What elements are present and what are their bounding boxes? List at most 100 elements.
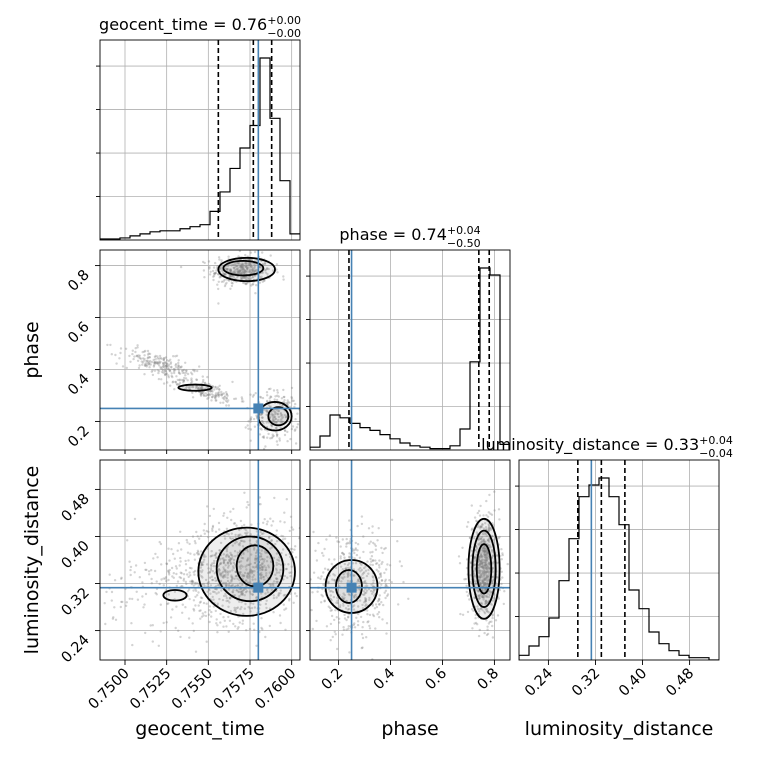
- sample-point: [223, 396, 226, 399]
- sample-point: [175, 382, 178, 386]
- sample-point: [181, 611, 184, 614]
- sample-point: [211, 524, 215, 528]
- sample-point: [495, 553, 499, 557]
- sample-point: [222, 514, 225, 517]
- sample-point: [486, 632, 490, 636]
- sample-point: [383, 591, 386, 594]
- sample-point: [199, 600, 202, 603]
- sample-point: [400, 564, 403, 568]
- sample-point: [381, 618, 384, 621]
- sample-point: [214, 385, 217, 389]
- sample-point: [200, 391, 204, 395]
- sample-point: [245, 265, 248, 268]
- sample-point: [264, 568, 268, 572]
- sample-point: [243, 607, 246, 610]
- sample-point: [480, 555, 483, 558]
- sample-point: [366, 560, 369, 563]
- sample-point: [229, 510, 232, 513]
- sample-point: [283, 414, 286, 417]
- sample-point: [261, 562, 264, 565]
- sample-point: [353, 574, 356, 577]
- sample-point: [245, 269, 249, 272]
- sample-point: [267, 432, 270, 436]
- sample-point: [224, 283, 227, 286]
- sample-point: [221, 604, 224, 607]
- sample-point: [352, 549, 355, 552]
- sample-point: [483, 559, 487, 562]
- sample-point: [483, 547, 487, 551]
- sample-point: [482, 540, 486, 543]
- sample-point: [261, 435, 265, 439]
- sample-point: [238, 621, 241, 624]
- sample-point: [275, 398, 279, 402]
- sample-point: [288, 599, 291, 602]
- sample-point: [474, 613, 477, 617]
- sample-point: [241, 622, 244, 625]
- sample-point: [144, 631, 147, 635]
- x-tick-label: 0.7600: [252, 666, 299, 713]
- sample-point: [219, 562, 222, 566]
- sample-point: [238, 565, 242, 568]
- sample-point: [480, 559, 483, 562]
- sample-point: [378, 603, 381, 606]
- sample-point: [339, 557, 342, 560]
- sample-point: [176, 378, 179, 382]
- sample-point: [381, 551, 384, 555]
- sample-point: [240, 593, 243, 596]
- sample-point: [329, 639, 332, 642]
- sample-point: [212, 266, 216, 269]
- sample-point: [227, 564, 230, 567]
- sample-point: [341, 577, 345, 580]
- sample-point: [211, 529, 214, 532]
- sample-point: [184, 559, 187, 563]
- sample-point: [135, 354, 139, 358]
- x-tick-label: 0.2: [319, 666, 347, 694]
- sample-point: [279, 411, 282, 415]
- sample-point: [263, 518, 266, 521]
- sample-point: [142, 606, 145, 609]
- sample-point: [209, 389, 212, 393]
- sample-point: [273, 410, 276, 413]
- sample-point: [157, 644, 160, 647]
- sample-point: [198, 569, 202, 573]
- sample-point: [212, 598, 215, 601]
- title-main: geocent_time = 0.76: [99, 15, 267, 35]
- sample-point: [225, 527, 229, 530]
- sample-point: [219, 275, 222, 278]
- sample-point: [147, 352, 150, 355]
- sample-point: [343, 617, 347, 620]
- sample-point: [362, 550, 365, 554]
- sample-point: [222, 561, 225, 565]
- sample-point: [178, 576, 181, 579]
- sample-point: [239, 567, 242, 570]
- sample-point: [356, 580, 359, 583]
- sample-point: [482, 547, 486, 550]
- sample-point: [481, 566, 484, 570]
- sample-point: [215, 618, 218, 621]
- sample-point: [171, 381, 174, 384]
- sample-point: [148, 363, 151, 366]
- sample-point: [201, 380, 205, 384]
- sample-point: [282, 535, 285, 538]
- sample-point: [247, 427, 250, 430]
- sample-point: [239, 264, 242, 267]
- sample-point: [248, 278, 251, 281]
- sample-point: [277, 415, 281, 419]
- sample-point: [238, 535, 241, 538]
- sample-point: [260, 428, 263, 431]
- sample-point: [341, 551, 344, 555]
- sample-point: [233, 270, 237, 273]
- sample-point: [354, 547, 357, 550]
- sample-point: [342, 604, 345, 607]
- sample-point: [271, 435, 274, 438]
- sample-point: [249, 251, 252, 254]
- sample-point: [217, 564, 220, 567]
- sample-point: [252, 622, 255, 625]
- sample-point: [135, 590, 138, 593]
- sample-point: [245, 532, 248, 536]
- sample-point: [226, 573, 230, 576]
- sample-point: [164, 576, 168, 579]
- sample-point: [457, 555, 461, 558]
- sample-point: [238, 544, 241, 547]
- sample-point: [195, 378, 198, 381]
